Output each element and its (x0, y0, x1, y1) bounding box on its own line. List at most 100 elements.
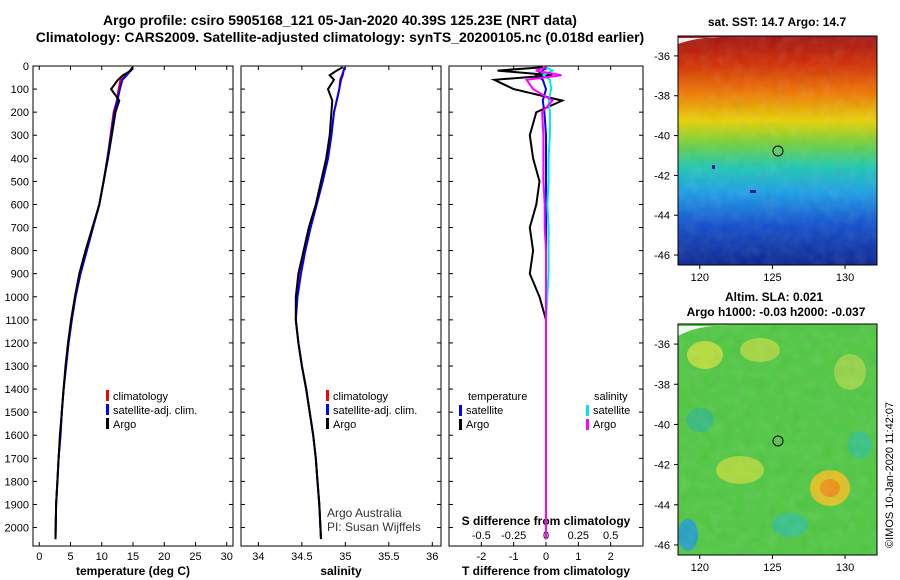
diff-legend-header-temperature: temperature (468, 391, 527, 403)
watermark: ©IMOS 10-Jan-2020 11:42:07 (884, 402, 896, 548)
sla-ytick-label: -40 (654, 419, 670, 431)
temp-xtick-label: 20 (158, 551, 170, 563)
diff-legend-swatch (586, 419, 589, 430)
depth-tick-label: 700 (11, 223, 29, 235)
sal-legend-swatch (326, 404, 329, 415)
diff-xtick-label: 2 (608, 551, 614, 563)
diff-sal-tick-label: 0.25 (568, 530, 589, 542)
sal-legend-label: Argo (333, 419, 356, 431)
depth-tick-label: 1300 (5, 361, 29, 373)
sst-cold-spot (750, 190, 756, 193)
sal-xtick-label: 36 (426, 551, 438, 563)
temp-xtick-label: 10 (96, 551, 108, 563)
sst-map-ticks: 120 125 130 -36 -38 -40 -42 -44 -46 (654, 51, 854, 284)
diff-legend-swatch (459, 405, 462, 416)
sla-argo-position-marker (772, 435, 784, 447)
sla-ytick-label: -36 (654, 339, 670, 351)
depth-tick-label: 300 (11, 130, 29, 142)
depth-tick-label: 2000 (5, 523, 29, 535)
depth-tick-label: 200 (11, 107, 29, 119)
temp-xtick-label: 5 (67, 551, 73, 563)
diff-xtick-label: 1 (575, 551, 581, 563)
sst-map (677, 35, 878, 266)
sla-ytick-label: -46 (654, 540, 670, 552)
sla-ytick-label: -42 (654, 460, 670, 472)
temp-legend-swatch (106, 404, 109, 415)
diff-legend-swatch (459, 419, 462, 430)
diff-sal-tick-label: -0.25 (501, 530, 526, 542)
diff-xtick-label: -1 (509, 551, 519, 563)
depth-tick-label: 1500 (5, 407, 29, 419)
sal-xaxis-label: salinity (320, 564, 362, 578)
sst-ytick-label: -40 (654, 131, 670, 143)
sal-legend-swatch (326, 418, 329, 429)
sal-series-argo (294, 66, 344, 540)
sla-map (677, 323, 878, 556)
diff-sal-tick-label: 0.5 (603, 530, 618, 542)
sla-coastline (678, 325, 730, 336)
sla-map-title: Altim. SLA: 0.021 (725, 290, 823, 304)
depth-tick-label: 1000 (5, 292, 29, 304)
diff-legend-swatch (586, 405, 589, 416)
temp-legend-swatch (106, 390, 109, 401)
depth-tick-label: 1100 (5, 315, 29, 327)
depth-tick-label: 1800 (5, 476, 29, 488)
temp-plot-frame (32, 65, 234, 547)
sst-map-title: sat. SST: 14.7 Argo: 14.7 (708, 15, 847, 29)
depth-tick-label: 1400 (5, 384, 29, 396)
depth-tick-label: 500 (11, 176, 29, 188)
sla-ytick-label: -44 (654, 500, 670, 512)
sst-xtick-label: 125 (763, 272, 781, 284)
credit-org: Argo Australia (327, 506, 402, 520)
sal-xtick-label: 34.5 (291, 551, 312, 563)
temperature-panel: 0100200300400500600700800900100011001200… (5, 61, 234, 578)
depth-tick-label: 1700 (5, 453, 29, 465)
sal-legend-label: satellite-adj. clim. (333, 405, 417, 417)
sst-cold-spot (712, 165, 715, 169)
depth-tick-label: 400 (11, 153, 29, 165)
diff-legend-label: Argo (593, 419, 616, 431)
sal-legend-swatch (326, 390, 329, 401)
temp-xtick-label: 25 (189, 551, 201, 563)
diff-sal-tick-label: -0.5 (472, 530, 491, 542)
diff-xaxis-label: T difference from climatology (462, 564, 630, 578)
temp-legend-label: satellite-adj. clim. (113, 405, 197, 417)
temp-xtick-label: 15 (127, 551, 139, 563)
sla-map-frame (677, 323, 878, 556)
diff-xtick-label: -2 (476, 551, 486, 563)
sst-xtick-label: 130 (836, 272, 854, 284)
sst-argo-position-marker (772, 145, 784, 157)
temp-xtick-label: 30 (221, 551, 233, 563)
depth-tick-label: 600 (11, 199, 29, 211)
difference-panel: -2 -1 0 1 2-0.5 -0.25 0 0.25 0.5S difference fro… (448, 65, 644, 578)
diff-series-salinity-argo (524, 66, 562, 540)
sst-ytick-label: -46 (654, 250, 670, 262)
sst-ytick-label: -44 (654, 210, 670, 222)
depth-tick-label: 0 (23, 61, 29, 73)
sst-map-frame (677, 35, 878, 266)
depth-tick-label: 100 (11, 84, 29, 96)
sst-coastline (678, 37, 722, 44)
sst-ytick-label: -36 (654, 51, 670, 63)
diff-xtick-label: 0 (543, 551, 549, 563)
sla-map-subtitle: Argo h1000: -0.03 h2000: -0.037 (687, 305, 866, 319)
sst-xtick-label: 120 (691, 272, 709, 284)
temp-xtick-label: 0 (36, 551, 42, 563)
depth-tick-label: 1900 (5, 499, 29, 511)
sal-legend-label: climatology (333, 391, 389, 403)
sal-xtick-label: 35 (339, 551, 351, 563)
figure-title-line1: Argo profile: csiro 5905168_121 05-Jan-2… (103, 12, 577, 28)
sla-xtick-label: 125 (763, 562, 781, 574)
sal-plot-frame (240, 65, 442, 547)
depth-tick-label: 1200 (5, 338, 29, 350)
salinity-panel: 34 34.5 35 35.5 36 salinity climatology satelli… (240, 65, 442, 578)
sla-ytick-label: -38 (654, 379, 670, 391)
diff-legend-label: satellite (593, 405, 630, 417)
temp-legend-swatch (106, 418, 109, 429)
sla-xtick-label: 130 (836, 562, 854, 574)
sla-xtick-label: 120 (691, 562, 709, 574)
sst-ytick-label: -42 (654, 170, 670, 182)
diff-legend-label: Argo (466, 419, 489, 431)
temp-xaxis-label: temperature (deg C) (76, 564, 190, 578)
sal-xtick-label: 34 (252, 551, 264, 563)
